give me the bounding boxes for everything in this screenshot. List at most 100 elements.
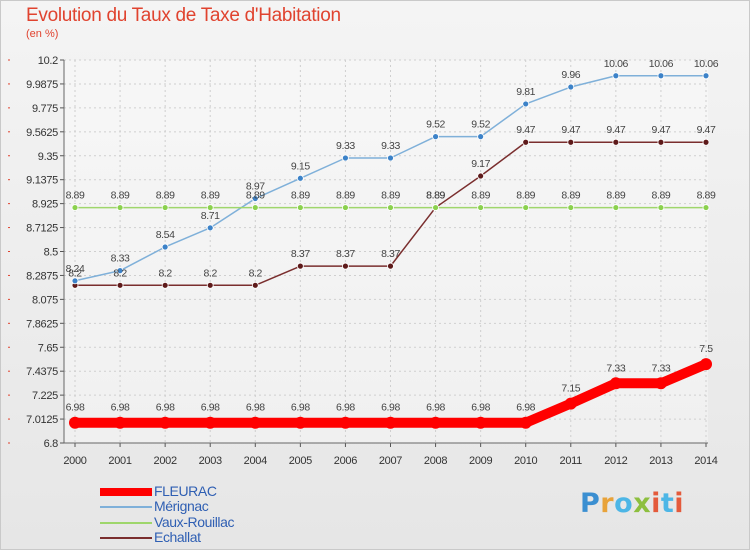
data-label-echallat: 9.47 — [561, 124, 580, 136]
data-point-echallat — [567, 138, 575, 146]
data-label-vaux-rouillac: 8.89 — [561, 190, 580, 202]
data-label-vaux-rouillac: 8.89 — [111, 190, 130, 202]
data-point-m-rignac — [206, 224, 214, 232]
y-tick-label: 8.925 — [32, 199, 58, 211]
data-label-fleurac: 6.98 — [291, 402, 310, 414]
x-tick-label: 2009 — [469, 455, 492, 467]
y-tick-label: 9.9875 — [26, 79, 58, 91]
data-point-vaux-rouillac — [71, 204, 79, 211]
data-point-vaux-rouillac — [477, 204, 485, 211]
data-point-m-rignac — [522, 100, 530, 108]
data-label-fleurac: 7.15 — [561, 383, 580, 395]
x-tick-label: 2005 — [289, 455, 312, 467]
data-point-fleurac — [429, 416, 442, 429]
data-point-vaux-rouillac — [251, 204, 259, 211]
data-label-echallat: 9.47 — [652, 124, 671, 136]
x-tick-label: 2004 — [244, 455, 267, 467]
data-point-m-rignac — [612, 72, 620, 80]
x-tick-label: 2011 — [560, 455, 583, 467]
data-label-echallat: 9.17 — [471, 158, 490, 170]
legend-label-echallat: Echallat — [154, 529, 201, 545]
data-label-vaux-rouillac: 8.89 — [156, 190, 175, 202]
data-point-vaux-rouillac — [702, 204, 710, 211]
data-label-m-rignac: 9.52 — [426, 119, 445, 131]
y-tick-label: 7.225 — [32, 390, 58, 402]
data-label-fleurac: 6.98 — [246, 402, 265, 414]
data-point-m-rignac — [432, 133, 439, 141]
data-point-echallat — [612, 138, 620, 146]
x-tick-label: 2002 — [154, 455, 177, 467]
y-tick-label: 7.4375 — [26, 366, 58, 378]
data-point-fleurac — [609, 377, 622, 390]
data-point-m-rignac — [71, 277, 79, 285]
data-label-vaux-rouillac: 8.89 — [606, 190, 625, 202]
data-label-vaux-rouillac: 8.89 — [201, 190, 220, 202]
data-label-fleurac: 6.98 — [156, 402, 175, 414]
data-label-echallat: 9.47 — [697, 124, 716, 136]
data-point-vaux-rouillac — [522, 204, 530, 211]
data-label-m-rignac: 8.33 — [111, 253, 130, 265]
data-label-echallat: 8.2 — [68, 267, 82, 279]
legend-item-echallat: Echallat — [100, 529, 300, 545]
data-point-vaux-rouillac — [206, 204, 214, 211]
data-label-echallat: 8.2 — [204, 267, 218, 279]
data-point-echallat — [702, 138, 710, 146]
data-point-m-rignac — [702, 72, 710, 80]
data-label-vaux-rouillac: 8.89 — [426, 190, 445, 202]
data-label-vaux-rouillac: 8.89 — [471, 190, 490, 202]
data-point-fleurac — [564, 397, 577, 410]
data-point-fleurac — [384, 416, 397, 429]
data-label-m-rignac: 8.97 — [246, 181, 265, 193]
data-point-echallat — [477, 172, 485, 180]
y-tick-label: 9.5625 — [26, 127, 58, 139]
chart-subtitle: (en %) — [26, 28, 59, 40]
chart-title: Evolution du Taux de Taxe d'Habitation — [26, 5, 341, 26]
y-tick-label: 8.2875 — [26, 270, 58, 282]
data-label-fleurac: 7.33 — [606, 362, 625, 374]
data-label-vaux-rouillac: 8.89 — [697, 190, 716, 202]
data-point-echallat — [387, 262, 394, 270]
legend-label-merignac: Mérignac — [154, 498, 209, 514]
x-tick-label: 2008 — [424, 455, 447, 467]
data-point-m-rignac — [342, 154, 349, 162]
data-point-vaux-rouillac — [657, 204, 665, 211]
data-label-fleurac: 6.98 — [471, 402, 490, 414]
data-label-vaux-rouillac: 8.89 — [652, 190, 671, 202]
data-point-echallat — [657, 138, 665, 146]
data-label-m-rignac: 9.33 — [336, 140, 355, 152]
data-label-vaux-rouillac: 8.89 — [336, 190, 355, 202]
x-tick-label: 2006 — [334, 455, 357, 467]
data-label-m-rignac: 10.06 — [649, 58, 674, 70]
data-point-vaux-rouillac — [432, 204, 439, 211]
x-tick-label: 2001 — [108, 455, 131, 467]
data-point-fleurac — [204, 416, 217, 429]
data-label-echallat: 8.2 — [249, 267, 263, 279]
data-point-vaux-rouillac — [342, 204, 349, 211]
data-point-echallat — [296, 262, 304, 270]
data-label-echallat: 8.89 — [426, 190, 445, 202]
data-point-echallat — [116, 281, 124, 289]
data-label-echallat: 9.47 — [606, 124, 625, 136]
data-point-fleurac — [474, 416, 487, 429]
data-point-m-rignac — [296, 174, 304, 182]
data-point-vaux-rouillac — [161, 204, 169, 211]
data-label-m-rignac: 8.71 — [201, 210, 220, 222]
data-label-fleurac: 7.5 — [699, 343, 713, 355]
data-point-echallat — [161, 281, 169, 289]
data-point-fleurac — [700, 358, 712, 371]
data-label-vaux-rouillac: 8.89 — [291, 190, 310, 202]
data-label-m-rignac: 10.06 — [694, 58, 719, 70]
data-point-fleurac — [519, 416, 532, 429]
data-label-echallat: 8.37 — [291, 248, 310, 260]
data-label-echallat: 8.2 — [113, 267, 127, 279]
data-point-m-rignac — [657, 72, 665, 80]
data-point-m-rignac — [161, 243, 169, 251]
data-point-echallat — [342, 262, 349, 270]
data-point-fleurac — [654, 377, 667, 390]
legend-item-fleurac: FLEURAC — [100, 483, 300, 499]
y-tick-label: 10.2 — [38, 55, 58, 67]
data-label-vaux-rouillac: 8.89 — [381, 190, 400, 202]
data-point-fleurac — [339, 416, 352, 429]
data-point-echallat — [251, 281, 259, 289]
data-label-m-rignac: 9.33 — [381, 140, 400, 152]
